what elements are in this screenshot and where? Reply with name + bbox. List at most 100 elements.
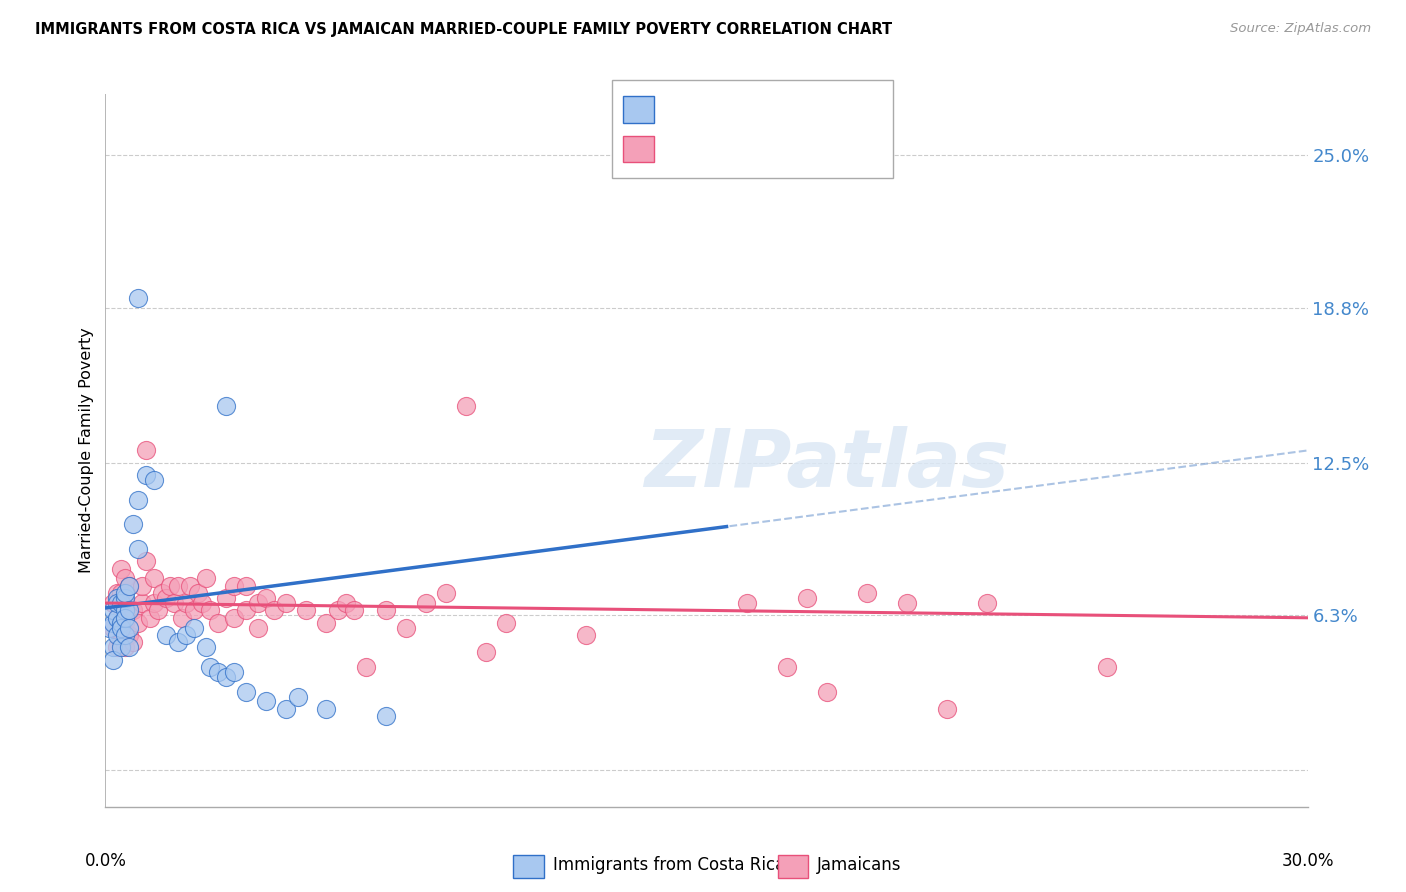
- Point: [246, 621, 269, 635]
- Point: [110, 611, 132, 625]
- Point: [254, 591, 277, 606]
- Point: [135, 468, 157, 483]
- Point: [155, 591, 177, 606]
- Point: [162, 596, 184, 610]
- Point: [454, 399, 477, 413]
- Point: [155, 628, 177, 642]
- Point: [254, 694, 277, 708]
- Point: [207, 665, 229, 679]
- Point: [246, 596, 269, 610]
- Point: [118, 603, 141, 617]
- Point: [110, 635, 132, 649]
- Point: [235, 603, 257, 617]
- Point: [131, 579, 153, 593]
- Point: [122, 517, 145, 532]
- Point: [110, 615, 132, 630]
- Point: [295, 603, 318, 617]
- Point: [142, 571, 165, 585]
- Point: [103, 615, 125, 630]
- Text: Immigrants from Costa Rica: Immigrants from Costa Rica: [553, 856, 785, 874]
- Point: [287, 690, 309, 704]
- Point: [207, 615, 229, 630]
- Point: [107, 640, 129, 655]
- Point: [122, 635, 145, 649]
- Point: [150, 586, 173, 600]
- Point: [159, 579, 181, 593]
- Point: [114, 591, 136, 606]
- Point: [263, 603, 285, 617]
- Point: [127, 291, 149, 305]
- Point: [118, 579, 141, 593]
- Y-axis label: Married-Couple Family Poverty: Married-Couple Family Poverty: [79, 327, 94, 574]
- Point: [214, 399, 236, 413]
- Point: [179, 579, 201, 593]
- Point: [142, 473, 165, 487]
- Point: [235, 684, 257, 698]
- Point: [142, 596, 165, 610]
- Point: [114, 628, 136, 642]
- Point: [315, 702, 337, 716]
- Point: [114, 586, 136, 600]
- Point: [107, 586, 129, 600]
- Point: [187, 586, 209, 600]
- Point: [118, 640, 141, 655]
- Point: [735, 596, 758, 610]
- Text: ZIPatlas: ZIPatlas: [644, 425, 1010, 504]
- Point: [110, 561, 132, 575]
- Point: [796, 591, 818, 606]
- Text: Jamaicans: Jamaicans: [817, 856, 901, 874]
- Point: [114, 596, 136, 610]
- Point: [190, 596, 212, 610]
- Point: [475, 645, 498, 659]
- Point: [110, 586, 132, 600]
- Point: [335, 596, 357, 610]
- Point: [326, 603, 349, 617]
- Point: [135, 443, 157, 458]
- Point: [118, 603, 141, 617]
- Point: [114, 615, 136, 630]
- Point: [183, 603, 205, 617]
- Point: [103, 621, 125, 635]
- Point: [118, 628, 141, 642]
- Point: [118, 621, 141, 635]
- Point: [194, 571, 217, 585]
- Point: [146, 603, 169, 617]
- Point: [118, 579, 141, 593]
- Point: [495, 615, 517, 630]
- Point: [114, 571, 136, 585]
- Point: [107, 611, 129, 625]
- Text: Source: ZipAtlas.com: Source: ZipAtlas.com: [1230, 22, 1371, 36]
- Point: [374, 603, 398, 617]
- Point: [434, 586, 457, 600]
- Point: [222, 611, 245, 625]
- Point: [395, 621, 418, 635]
- Point: [855, 586, 877, 600]
- Point: [107, 628, 129, 642]
- Point: [122, 603, 145, 617]
- Point: [198, 603, 221, 617]
- Point: [166, 579, 188, 593]
- Point: [103, 652, 125, 666]
- Point: [127, 615, 149, 630]
- Point: [107, 591, 129, 606]
- Point: [222, 665, 245, 679]
- Point: [374, 709, 398, 723]
- Point: [127, 492, 149, 507]
- Point: [315, 615, 337, 630]
- Point: [103, 640, 125, 655]
- Point: [235, 579, 257, 593]
- Text: R =   0.151   N = 44: R = 0.151 N = 44: [662, 101, 872, 119]
- Point: [110, 640, 132, 655]
- Text: 30.0%: 30.0%: [1281, 852, 1334, 870]
- Point: [114, 640, 136, 655]
- Point: [776, 660, 799, 674]
- Point: [274, 596, 297, 610]
- Text: 0.0%: 0.0%: [84, 852, 127, 870]
- Point: [107, 596, 129, 610]
- Point: [343, 603, 366, 617]
- Point: [976, 596, 998, 610]
- Point: [98, 621, 121, 635]
- Text: R = -0.052   N = 74: R = -0.052 N = 74: [662, 140, 862, 158]
- Point: [166, 635, 188, 649]
- Point: [214, 591, 236, 606]
